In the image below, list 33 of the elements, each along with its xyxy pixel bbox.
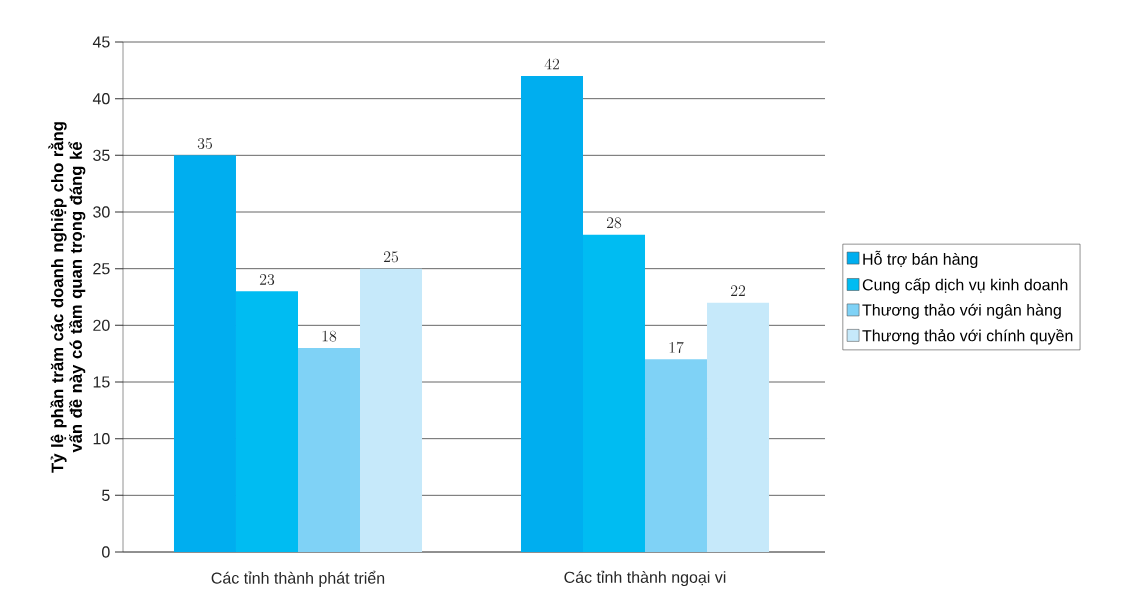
data-label: 22 xyxy=(730,285,746,296)
y-tick-label: 40 xyxy=(92,93,110,105)
y-tick-label: 35 xyxy=(93,149,110,161)
bar xyxy=(645,359,708,552)
bar xyxy=(298,348,361,552)
legend-label: Hỗ trợ bán hàng xyxy=(863,250,978,268)
y-tick-label: 0 xyxy=(102,546,110,558)
data-label: 42 xyxy=(544,58,560,70)
y-tick-label: 20 xyxy=(93,319,110,331)
legend-label: Thương thảo với ngân hàng xyxy=(862,303,1061,319)
y-tick-label: 45 xyxy=(92,36,110,48)
y-axis-title: Tỷ lệ phần trăm các doanh nghiệp cho rằng vấn đề này có tầm quan trọng đáng kể xyxy=(48,122,86,473)
bar xyxy=(173,155,236,552)
x-tick-label: Các tỉnh thành ngoại vi xyxy=(564,570,726,587)
y-tick-label: 15 xyxy=(93,376,110,388)
y-tick-label: 30 xyxy=(93,206,110,218)
data-label: 23 xyxy=(259,273,275,285)
data-label: 18 xyxy=(322,330,337,342)
legend-label: Cung cấp dịch vụ kinh doanh xyxy=(862,278,1068,294)
legend-label: Thương thảo với chính quyền xyxy=(862,328,1073,345)
data-label: 28 xyxy=(606,217,622,229)
data-label: 17 xyxy=(669,341,684,353)
bar xyxy=(520,76,583,552)
bar xyxy=(360,268,423,552)
y-tick-label: 25 xyxy=(93,263,110,275)
bar xyxy=(707,302,770,552)
y-tick-label: 5 xyxy=(102,489,110,501)
bar xyxy=(235,291,298,552)
data-label: 35 xyxy=(197,137,213,149)
data-label: 25 xyxy=(383,251,399,263)
y-tick-label: 10 xyxy=(93,433,110,445)
x-tick-label: Các tỉnh thành phát triển xyxy=(211,570,385,587)
bar xyxy=(583,234,646,552)
